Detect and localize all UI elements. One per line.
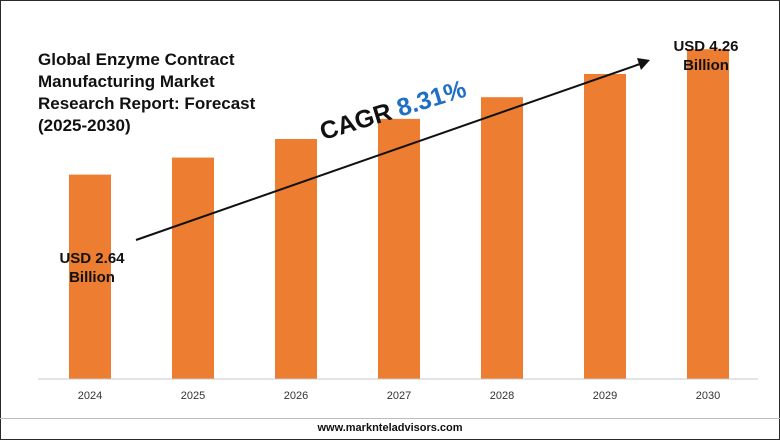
chart-title: Global Enzyme Contract Manufacturing Mar…: [38, 50, 256, 135]
x-tick-label: 2029: [593, 390, 617, 402]
x-tick-label: 2027: [387, 390, 411, 402]
trend-arrow-line: [135, 63, 641, 241]
bar-2027: [378, 118, 420, 379]
bar-2029: [584, 73, 626, 379]
bar-2028: [481, 97, 523, 380]
x-tick-labels: 2024 2025 2026 2027 2028 2029 2030: [78, 390, 720, 402]
bar-2030: [687, 49, 729, 380]
x-tick-label: 2028: [490, 390, 514, 402]
footer-url[interactable]: www.marknteladvisors.com: [317, 422, 463, 434]
trend-arrow: [135, 58, 650, 241]
start-value: USD 2.64: [59, 250, 125, 267]
end-value-label: USD 4.26 Billion: [651, 37, 761, 75]
x-tick-label: 2030: [696, 390, 720, 402]
start-unit: Billion: [69, 269, 115, 286]
footer-divider: [0, 418, 780, 419]
end-value: USD 4.26: [673, 38, 739, 55]
x-tick-label: 2024: [78, 390, 102, 402]
bar-2024: [69, 174, 111, 379]
x-tick-label: 2026: [284, 390, 308, 402]
x-tick-label: 2025: [181, 390, 205, 402]
bars-group: [69, 49, 729, 380]
trend-arrow-head: [637, 58, 650, 70]
start-value-label: USD 2.64 Billion: [37, 249, 147, 287]
bar-2026: [275, 139, 317, 379]
end-unit: Billion: [683, 57, 729, 74]
bar-2025: [172, 157, 214, 379]
